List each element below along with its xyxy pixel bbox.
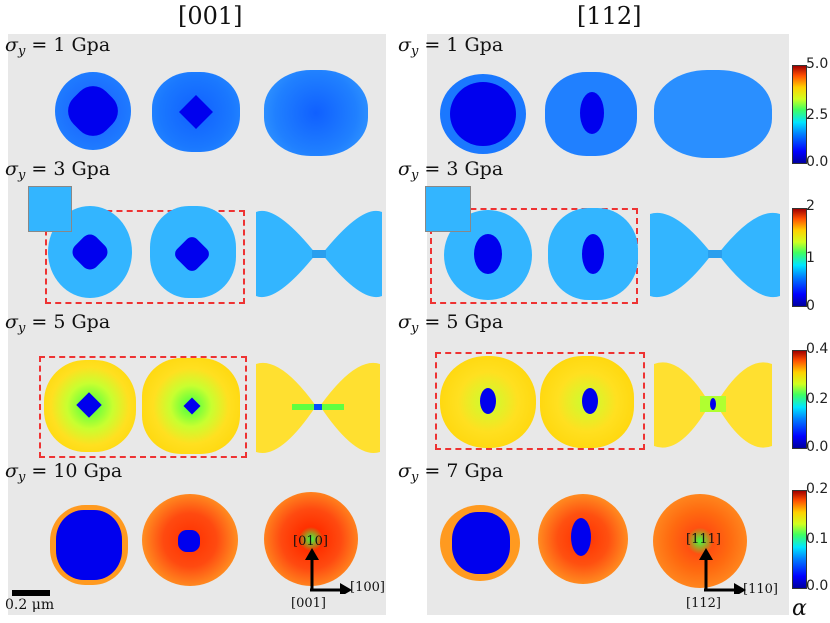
left-r1-shape-3 (264, 70, 368, 156)
colorbar-2-min: 0 (806, 298, 815, 314)
right-r4-shape-3 (653, 494, 747, 588)
colorbar-4-min: 0.0 (806, 578, 829, 594)
right-r1-shape-3 (654, 70, 772, 158)
left-axis-right-label: [100] (350, 580, 385, 595)
colorbar-4-max: 0.2 (806, 481, 829, 497)
colorbar-2 (792, 208, 807, 307)
colorbar-2-mid: 1 (806, 250, 815, 266)
right-r4-core-1 (452, 512, 510, 574)
right-r3-core-1 (480, 388, 496, 414)
colorbar-4-mid: 0.1 (806, 531, 829, 547)
colorbar-1-max: 5.0 (806, 56, 829, 72)
left-r4-core-1 (56, 510, 122, 580)
row-label-right-4: σy = 7 Gpa (398, 460, 504, 485)
right-axis-up-label: [111] (686, 532, 721, 547)
colorbar-1-min: 0.0 (806, 154, 829, 170)
left-axis-origin-label: [001] (291, 596, 326, 611)
left-axis-arrows (305, 548, 352, 594)
right-r3-shape-3 (654, 362, 772, 448)
right-axis-origin-label: [112] (686, 596, 721, 611)
colorbar-4 (792, 490, 807, 589)
row-label-left-4: σy = 10 Gpa (5, 460, 123, 485)
right-r3-dashed-box (435, 352, 645, 450)
right-r4-core-2 (571, 518, 591, 556)
scale-bar (12, 590, 50, 596)
row-label-right-1: σy = 1 Gpa (398, 34, 504, 59)
colorbar-1-mid: 2.5 (806, 107, 829, 123)
row-label-left-2: σy = 3 Gpa (5, 158, 111, 183)
right-axis-arrows (699, 548, 746, 594)
right-column-title: [112] (577, 2, 642, 30)
row-label-right-3: σy = 5 Gpa (398, 311, 504, 336)
row-label-left-1: σy = 1 Gpa (5, 34, 111, 59)
right-r2-core-2 (582, 234, 604, 274)
right-r1-core-2 (580, 92, 604, 134)
left-r2-shape-3 (256, 210, 382, 298)
left-r3-shape-3 (256, 362, 380, 453)
row-label-left-3: σy = 5 Gpa (5, 311, 111, 336)
row-label-right-2: σy = 3 Gpa (398, 158, 504, 183)
colorbar-3 (792, 350, 807, 449)
scale-bar-label: 0.2 μm (5, 597, 55, 613)
colorbar-2-max: 2 (806, 198, 815, 214)
colorbar-3-min: 0.0 (806, 439, 829, 455)
right-r1-core-1 (450, 82, 516, 146)
colorbar-label: α (792, 596, 807, 621)
left-column-title: [001] (178, 2, 243, 30)
left-r2-inset (28, 186, 72, 232)
left-r2-dashed-box (45, 210, 245, 304)
colorbar-3-max: 0.4 (806, 341, 829, 357)
right-r2-shape-3 (650, 212, 780, 298)
colorbar-3-mid: 0.2 (806, 391, 829, 407)
left-r4-core-2 (178, 530, 200, 552)
right-r2-core-1 (474, 234, 502, 274)
right-r2-inset (425, 186, 471, 232)
right-r3-core-2 (582, 388, 598, 414)
right-axis-right-label: [110] (743, 582, 778, 597)
left-r3-dashed-box (39, 356, 247, 458)
colorbar-1 (792, 65, 807, 164)
left-axis-up-label: [010] (293, 534, 328, 549)
